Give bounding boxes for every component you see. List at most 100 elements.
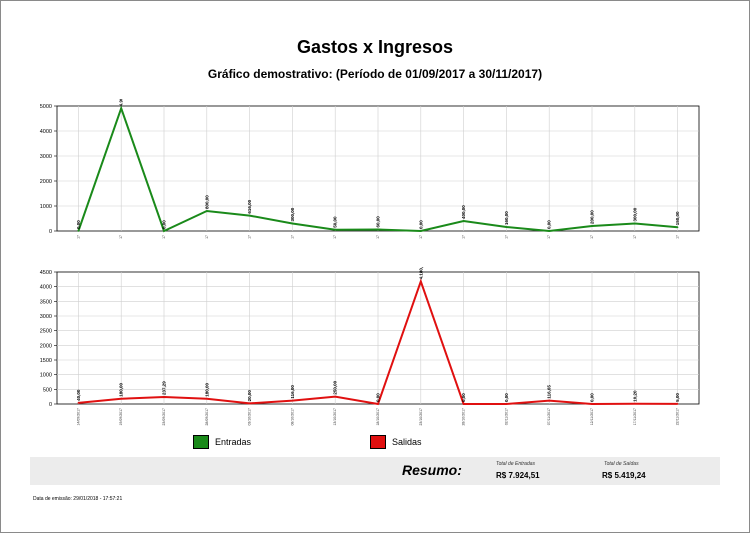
data-point — [206, 397, 208, 400]
y-tick-label: 2500 — [40, 329, 52, 335]
x-tick-label: 14/09/2017 — [76, 408, 80, 426]
x-tick-label: 03/10/2017 — [248, 408, 252, 426]
y-tick-label: 0 — [49, 402, 52, 408]
data-point — [420, 280, 422, 283]
data-label: 0,00 — [590, 393, 595, 402]
x-tick-label: 19/09/2017 — [119, 235, 123, 239]
data-label: 10,20 — [632, 390, 637, 402]
data-point — [505, 403, 508, 405]
legend-entradas-swatch — [193, 435, 209, 449]
emission-date: Data de emissão: 29/01/2018 - 17:57:21 — [33, 496, 123, 502]
x-tick-label: 23/10/2017 — [419, 408, 423, 426]
report-title: Gastos x Ingresos — [296, 37, 454, 57]
data-point — [248, 402, 251, 405]
data-point — [248, 214, 251, 217]
data-point — [462, 403, 465, 405]
data-label: 0,00 — [162, 220, 167, 229]
x-tick-label: 02/11/2017 — [504, 235, 508, 239]
y-tick-label: 4000 — [40, 285, 52, 291]
data-label: 300,00 — [290, 207, 295, 221]
data-point — [548, 399, 550, 402]
y-tick-label: 3500 — [40, 299, 52, 305]
y-tick-label: 5000 — [40, 104, 52, 110]
legend-salidas: Salidas — [370, 435, 422, 449]
data-point — [377, 403, 379, 405]
data-point — [676, 226, 679, 229]
data-point — [462, 220, 465, 222]
data-point — [377, 228, 379, 231]
report-subtitle: Gráfico demostrativo: (Período de 01/09/… — [207, 67, 543, 81]
x-tick-label: 03/10/2017 — [248, 235, 252, 239]
data-label: 116,00 — [290, 385, 295, 399]
data-label: 180,00 — [204, 382, 209, 396]
x-tick-label: 28/09/2017 — [205, 408, 209, 426]
x-tick-label: 22/11/2017 — [676, 235, 680, 239]
x-tick-label: 08/10/2017 — [290, 235, 294, 239]
x-tick-label: 12/11/2017 — [590, 408, 594, 425]
x-tick-label: 18/10/2017 — [376, 235, 380, 239]
data-label: 116,65 — [547, 385, 552, 399]
data-label: 40,00 — [76, 389, 81, 401]
data-point — [291, 222, 294, 225]
data-point — [548, 230, 550, 232]
data-label: 4.180,00 — [418, 267, 423, 279]
x-tick-label: 08/10/2017 — [290, 408, 294, 426]
data-label: 0,00 — [504, 393, 509, 402]
data-point — [676, 403, 679, 405]
data-label: 60,00 — [376, 216, 381, 228]
data-label: 160,00 — [504, 211, 509, 225]
x-tick-label: 14/09/2017 — [76, 235, 80, 239]
x-tick-label: 23/09/2017 — [162, 408, 166, 426]
x-tick-label: 22/11/2017 — [676, 408, 680, 425]
y-tick-label: 3000 — [40, 314, 52, 320]
x-tick-label: 19/09/2017 — [119, 408, 123, 426]
legend-salidas-label: Salidas — [392, 437, 422, 447]
x-tick-label: 18/10/2017 — [376, 408, 380, 426]
x-tick-label: 28/10/2017 — [462, 408, 466, 426]
data-label: 250,00 — [333, 380, 338, 394]
data-point — [77, 402, 80, 404]
x-tick-label: 13/10/2017 — [333, 408, 337, 426]
x-tick-label: 28/09/2017 — [205, 235, 209, 239]
data-label: 400,00 — [461, 205, 466, 219]
data-label: 0,00 — [76, 220, 81, 229]
data-point — [591, 225, 593, 227]
data-label: 0,00 — [418, 220, 423, 229]
x-tick-label: 07/11/2017 — [547, 235, 551, 239]
data-label: 20,00 — [247, 390, 252, 402]
data-point — [634, 222, 636, 225]
data-point — [77, 230, 80, 232]
y-tick-label: 4000 — [40, 129, 52, 135]
y-tick-label: 0 — [49, 229, 52, 235]
legend-salidas-swatch — [370, 435, 386, 449]
y-tick-label: 3000 — [40, 154, 52, 160]
legend-entradas: Entradas — [193, 435, 251, 449]
data-label: 5,00 — [675, 393, 680, 402]
data-point — [120, 397, 122, 400]
total-entradas-value: R$ 7.924,51 — [496, 471, 540, 480]
legend-entradas-label: Entradas — [215, 437, 252, 447]
data-point — [163, 230, 165, 232]
data-label: 300,00 — [632, 207, 637, 221]
x-tick-label: 13/10/2017 — [333, 235, 337, 239]
data-point — [206, 210, 208, 212]
data-label: 0,00 — [547, 220, 552, 229]
data-label: 0,00 — [461, 393, 466, 402]
data-point — [120, 107, 122, 110]
salidas-chart: 0 500 1000 1500 2000 2500 3000 3500 4000 4500 14/0… — [40, 267, 700, 426]
data-label: 4.908,51 — [119, 99, 124, 106]
data-label: 150,00 — [675, 211, 680, 225]
summary-bar: Resumo: Total de Entradas R$ 7.924,51 To… — [30, 457, 720, 485]
y-tick-label: 1000 — [40, 204, 52, 210]
data-point — [591, 403, 593, 405]
data-label: 180,00 — [119, 382, 124, 396]
summary-label: Resumo: — [402, 462, 462, 478]
data-point — [505, 226, 508, 228]
data-label: 50,00 — [333, 216, 338, 228]
x-tick-label: 28/10/2017 — [462, 235, 466, 239]
y-tick-label: 1500 — [40, 358, 52, 364]
y-tick-label: 2000 — [40, 343, 52, 349]
y-tick-label: 500 — [43, 387, 52, 393]
total-entradas-caption: Total de Entradas — [496, 461, 536, 467]
